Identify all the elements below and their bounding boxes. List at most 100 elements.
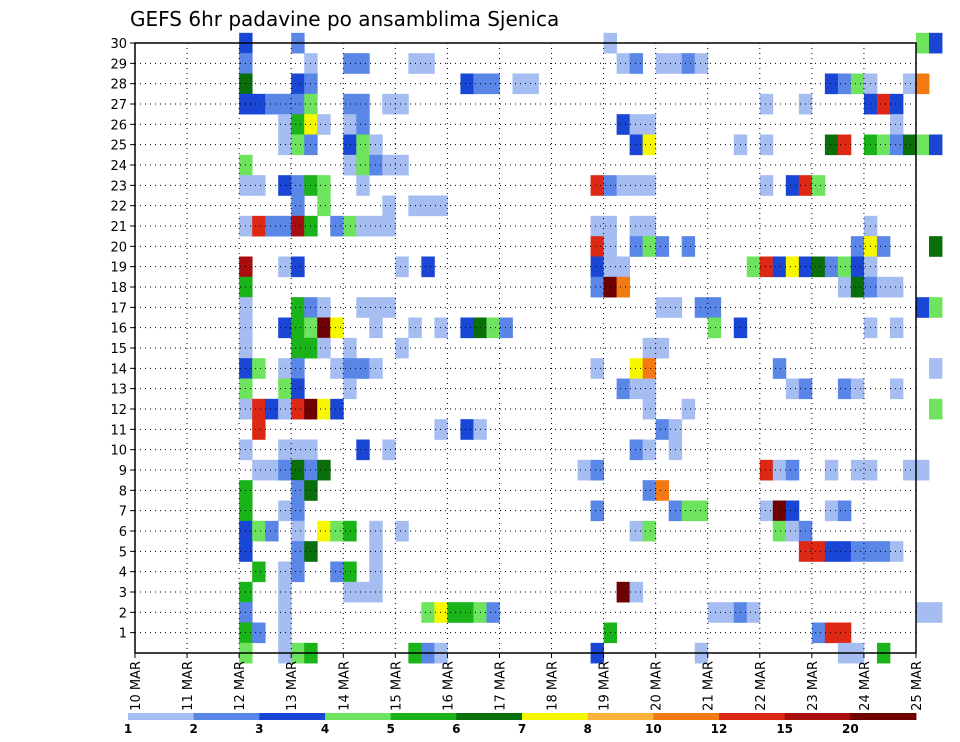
heatmap-cell bbox=[850, 276, 865, 298]
heatmap-cell bbox=[629, 358, 644, 379]
x-tick-label: 12 MAR bbox=[233, 661, 248, 711]
heatmap-cell bbox=[642, 175, 657, 196]
heatmap-cell bbox=[278, 500, 292, 522]
x-tick-label: 20 MAR bbox=[650, 661, 665, 711]
legend-swatch bbox=[128, 713, 195, 720]
heatmap-cell bbox=[916, 459, 930, 481]
heatmap-cell bbox=[395, 337, 409, 359]
heatmap-cell bbox=[837, 134, 852, 156]
x-tick-label: 17 MAR bbox=[493, 661, 508, 711]
heatmap-cell bbox=[382, 297, 396, 318]
heatmap-cell bbox=[655, 236, 670, 257]
heatmap-cell bbox=[694, 53, 709, 74]
heatmap-cell bbox=[850, 73, 865, 95]
legend-swatch bbox=[390, 713, 457, 720]
y-tick-label: 20 bbox=[110, 240, 127, 255]
y-tick-label: 23 bbox=[110, 179, 127, 194]
heatmap-cell bbox=[356, 134, 370, 156]
heatmap-cell bbox=[850, 459, 865, 481]
heatmap-cell bbox=[317, 297, 331, 318]
heatmap-cell bbox=[590, 175, 604, 196]
heatmap-cell bbox=[486, 317, 500, 339]
heatmap-cell bbox=[616, 256, 631, 278]
heatmap-cell bbox=[317, 398, 331, 420]
heatmap-cell bbox=[759, 459, 774, 481]
heatmap-cell bbox=[681, 500, 696, 522]
x-tick-label: 11 MAR bbox=[181, 661, 196, 711]
heatmap-cell bbox=[850, 236, 865, 257]
heatmap-cell bbox=[837, 622, 852, 644]
legend-label: 20 bbox=[842, 722, 859, 736]
heatmap-cell bbox=[434, 195, 448, 217]
y-tick-label: 7 bbox=[119, 505, 127, 520]
heatmap-cell bbox=[837, 276, 852, 298]
heatmap-cell bbox=[837, 73, 852, 95]
heatmap-cell bbox=[382, 195, 396, 217]
heatmap-cell bbox=[278, 459, 292, 481]
legend-label: 3 bbox=[255, 722, 263, 736]
legend-label: 6 bbox=[452, 722, 460, 736]
heatmap-cell bbox=[343, 520, 357, 542]
heatmap-cell bbox=[929, 297, 943, 318]
y-tick-label: 17 bbox=[110, 301, 127, 316]
y-tick-label: 29 bbox=[110, 57, 127, 72]
heatmap-cell bbox=[291, 256, 305, 278]
legend-swatch bbox=[719, 713, 786, 720]
heatmap-cell bbox=[278, 439, 292, 461]
heatmap-cell bbox=[785, 378, 800, 400]
heatmap-cell bbox=[824, 256, 839, 278]
heatmap-cell bbox=[343, 114, 357, 135]
heatmap-cell bbox=[746, 256, 761, 278]
heatmap-cell bbox=[434, 317, 448, 339]
x-tick-label: 22 MAR bbox=[754, 661, 769, 711]
heatmap-cell bbox=[811, 622, 826, 644]
heatmap-cell bbox=[876, 93, 891, 115]
heatmap-cell bbox=[460, 317, 474, 339]
heatmap-cell bbox=[291, 358, 305, 379]
x-tick-label: 14 MAR bbox=[337, 661, 352, 711]
heatmap-cell bbox=[916, 297, 930, 318]
heatmap-cell bbox=[525, 73, 539, 95]
heatmap-cell bbox=[278, 561, 292, 583]
heatmap-cell bbox=[616, 581, 631, 603]
heatmap-cell bbox=[629, 439, 644, 461]
heatmap-cell bbox=[278, 358, 292, 379]
heatmap-cell bbox=[382, 93, 396, 115]
heatmap-cell bbox=[343, 154, 357, 176]
heatmap-cell bbox=[850, 256, 865, 278]
heatmap-cell bbox=[278, 93, 292, 115]
y-tick-label: 13 bbox=[110, 383, 127, 398]
heatmap-cell bbox=[916, 134, 930, 156]
heatmap-cell bbox=[356, 215, 370, 237]
y-tick-label: 16 bbox=[110, 322, 127, 337]
legend-swatch bbox=[587, 713, 654, 720]
heatmap-cell bbox=[759, 256, 774, 278]
heatmap-cell bbox=[889, 276, 904, 298]
heatmap-cell bbox=[850, 378, 865, 400]
heatmap-cell bbox=[278, 317, 292, 339]
heatmap-cell bbox=[291, 541, 305, 562]
heatmap-cell bbox=[291, 439, 305, 461]
y-tick-label: 26 bbox=[110, 118, 127, 133]
legend-label: 10 bbox=[645, 722, 662, 736]
heatmap-cell bbox=[772, 358, 787, 379]
heatmap-cell bbox=[460, 602, 474, 623]
heatmap-cell bbox=[278, 175, 292, 196]
heatmap-cell bbox=[369, 297, 383, 318]
heatmap-cell bbox=[291, 459, 305, 481]
heatmap-cell bbox=[382, 215, 396, 237]
heatmap-cell bbox=[590, 500, 604, 522]
heatmap-cell bbox=[642, 358, 657, 379]
y-tick-label: 30 bbox=[110, 37, 127, 52]
heatmap-cell bbox=[317, 317, 331, 339]
heatmap-cell bbox=[460, 419, 474, 440]
heatmap-cell bbox=[681, 236, 696, 257]
heatmap-cell bbox=[642, 378, 657, 400]
heatmap-cell bbox=[616, 114, 631, 135]
heatmap-cell bbox=[356, 114, 370, 135]
heatmap-cell bbox=[252, 358, 266, 379]
heatmap-cell bbox=[330, 561, 344, 583]
heatmap-cell bbox=[642, 114, 657, 135]
heatmap-cell bbox=[291, 175, 305, 196]
heatmap-cell bbox=[460, 73, 474, 95]
